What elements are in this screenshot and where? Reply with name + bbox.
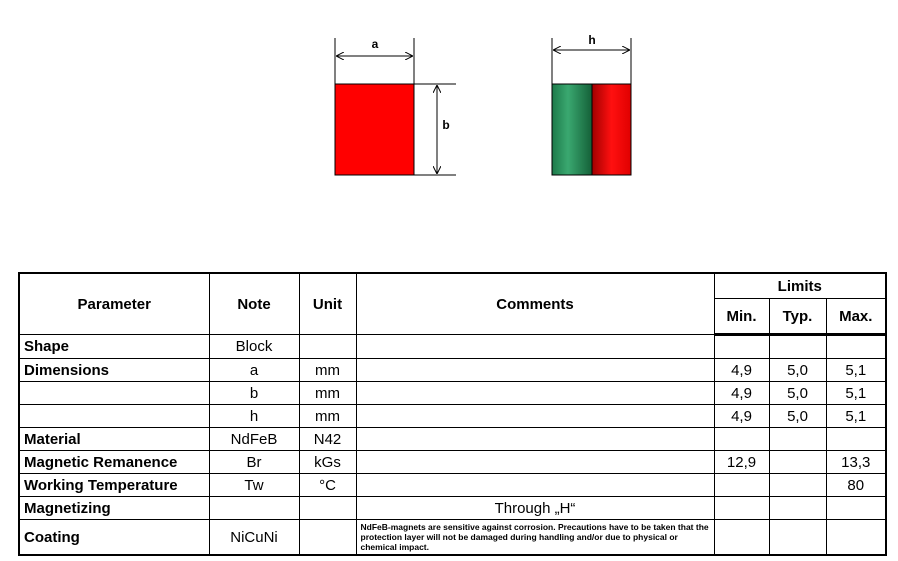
table-cell: 5,1: [825, 381, 887, 405]
header-cell: Unit: [298, 272, 357, 335]
header-row: Parameter Note Unit Comments Limits: [18, 272, 887, 335]
table-cell: [298, 519, 357, 556]
table-row: Material NdFeB N42: [18, 427, 887, 451]
table-cell: 5,0: [768, 404, 827, 428]
table-cell: Block: [208, 334, 300, 359]
table-cell: 5,0: [768, 358, 827, 382]
table-cell: 4,9: [713, 381, 770, 405]
table-row: b mm 4,9 5,0 5,1: [18, 381, 887, 405]
table-cell: NiCuNi: [208, 519, 300, 556]
header-cell: Typ.: [768, 298, 827, 336]
header-cell: Comments: [355, 272, 715, 335]
table-cell: Coating: [18, 519, 210, 556]
front-view: [334, 38, 456, 176]
label-a: a: [372, 37, 379, 51]
table-cell: Dimensions: [18, 358, 210, 382]
table-cell: [355, 450, 715, 474]
header-cell: Limits: [713, 272, 887, 299]
table-cell: °C: [298, 473, 357, 497]
table-cell: a: [208, 358, 300, 382]
table-cell: [768, 334, 827, 359]
table-cell: [355, 427, 715, 451]
table-cell: [208, 496, 300, 520]
table-cell: 12,9: [713, 450, 770, 474]
label-b: b: [442, 118, 449, 132]
table-cell: NdFeB: [208, 427, 300, 451]
table-row: Coating NiCuNi NdFeB-magnets are sensitive…: [18, 519, 887, 556]
table-cell: [825, 519, 887, 556]
header-cell: Min.: [713, 298, 770, 336]
table-row: Magnetic Remanence Br kGs 12,9 13,3: [18, 450, 887, 474]
table-row: Dimensions a mm 4,9 5,0 5,1: [18, 358, 887, 382]
table-cell: [713, 519, 770, 556]
side-view: [551, 38, 632, 176]
table-cell: [713, 427, 770, 451]
table-cell: Material: [18, 427, 210, 451]
table-cell: [713, 473, 770, 497]
table-cell: 13,3: [825, 450, 887, 474]
table-row: h mm 4,9 5,0 5,1: [18, 404, 887, 428]
table-cell: [355, 404, 715, 428]
table-cell: mm: [298, 358, 357, 382]
table-cell: Br: [208, 450, 300, 474]
table-row: Magnetizing Through „H“: [18, 496, 887, 520]
table-cell: 5,1: [825, 404, 887, 428]
table-cell: [768, 427, 827, 451]
table-cell: mm: [298, 381, 357, 405]
table-cell: [825, 334, 887, 359]
table-cell: [298, 334, 357, 359]
header-cell: Note: [208, 272, 300, 335]
table-cell: [355, 358, 715, 382]
table-cell: Shape: [18, 334, 210, 359]
diagram: a b h: [334, 33, 632, 176]
table-cell: [768, 496, 827, 520]
header-cell: Max.: [825, 298, 887, 336]
table-cell: [825, 427, 887, 451]
table-cell: [768, 519, 827, 556]
table-cell: [713, 496, 770, 520]
table-cell: mm: [298, 404, 357, 428]
table-cell: [768, 450, 827, 474]
table-cell: [355, 381, 715, 405]
table-cell: [355, 334, 715, 359]
table-cell: b: [208, 381, 300, 405]
table-cell: Magnetizing: [18, 496, 210, 520]
table-cell: [713, 334, 770, 359]
table-cell: [18, 404, 210, 428]
table-row: Working Temperature Tw °C 80: [18, 473, 887, 497]
header-cell: Parameter: [18, 272, 210, 335]
table-cell: Tw: [208, 473, 300, 497]
table-cell: h: [208, 404, 300, 428]
table-cell: [355, 473, 715, 497]
table-cell: [768, 473, 827, 497]
spec-table: Parameter Note Unit Comments Limits Min.…: [18, 272, 888, 556]
table-cell: 5,0: [768, 381, 827, 405]
table-cell: kGs: [298, 450, 357, 474]
table-cell: 4,9: [713, 404, 770, 428]
subheader-row: Min. Typ. Max.: [19, 298, 887, 336]
table-cell: 80: [825, 473, 887, 497]
table-cell: N42: [298, 427, 357, 451]
table-cell: NdFeB-magnets are sensitive against corr…: [355, 519, 715, 556]
table-cell: Through „H“: [355, 496, 715, 520]
table-cell: 4,9: [713, 358, 770, 382]
label-h: h: [588, 33, 595, 47]
table-cell: Working Temperature: [18, 473, 210, 497]
table-row: Shape Block: [18, 334, 887, 359]
table-cell: [825, 496, 887, 520]
table-cell: [298, 496, 357, 520]
table-cell: 5,1: [825, 358, 887, 382]
table-cell: Magnetic Remanence: [18, 450, 210, 474]
table-cell: [18, 381, 210, 405]
